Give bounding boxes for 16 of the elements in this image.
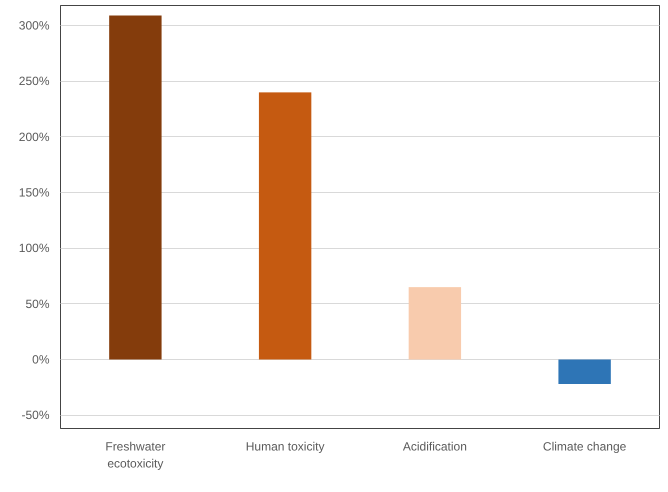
x-tick-label: Climate change	[542, 440, 627, 454]
x-tick-label: Acidification	[402, 440, 467, 454]
y-tick-label: -50%	[21, 408, 50, 422]
x-tick-label: Human toxicity	[246, 440, 324, 454]
y-tick-label: 150%	[18, 186, 50, 200]
y-tick-label: 300%	[18, 18, 50, 33]
y-tick-label: 250%	[18, 74, 50, 88]
bar	[109, 16, 162, 360]
y-tick-label: 0%	[32, 352, 50, 366]
y-tick-label: 50%	[25, 296, 50, 311]
y-tick-label: 200%	[18, 130, 50, 144]
bar	[408, 287, 462, 360]
y-tick-label: 100%	[18, 241, 50, 256]
bar	[558, 359, 611, 384]
bar	[258, 92, 312, 360]
x-tick-label: Freshwater ecotoxicity	[105, 440, 166, 470]
